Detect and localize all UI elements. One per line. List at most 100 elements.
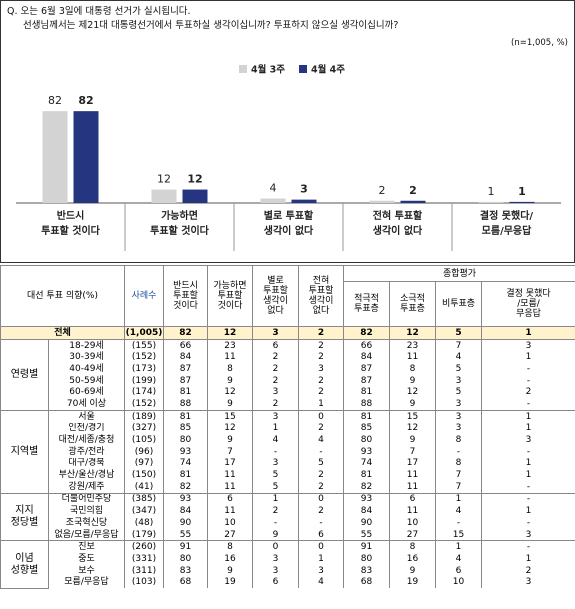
cell: 2 <box>481 386 575 399</box>
cell: 66 <box>343 338 391 352</box>
header: 대선 투표 의향(%) <box>0 265 126 327</box>
question: 선생님께서는 제21대 대통령선거에서 투표하실 생각이십니까? 투표하지 않으… <box>23 20 399 31</box>
cell: 9 <box>207 398 254 411</box>
cell: 3 <box>481 528 575 541</box>
row: 국민의힘 (347) 84 11 2 2 84 11 4 1 <box>1 505 575 517</box>
cell: 6 <box>389 492 437 506</box>
cell: 1 <box>481 409 575 423</box>
cell: 3 <box>435 409 483 423</box>
cell: 2 <box>298 351 345 364</box>
cell: 88 <box>343 398 391 411</box>
cell: 11 <box>207 505 254 517</box>
row-label: 중도 <box>47 553 126 565</box>
header: 전혀 투표할 생각이 없다 <box>298 265 345 327</box>
cell: - <box>481 540 575 554</box>
chart: 4월 3주 4월 4주 82 82 12 12 4 3 2 2 1 1 <box>16 64 561 251</box>
bar <box>182 189 208 203</box>
row-label: 더불어민주당 <box>47 492 126 506</box>
cell: 5 <box>298 457 345 470</box>
cell: 1 <box>435 540 483 554</box>
legend-label: 4월 3주 <box>251 64 285 76</box>
cell: 3 <box>481 338 575 352</box>
cell: 81 <box>163 409 209 423</box>
header: 반드시 투표할 것이다 <box>163 265 209 327</box>
cell: 4 <box>435 553 483 565</box>
cell: (385) <box>124 492 165 506</box>
cell: 81 <box>343 469 391 481</box>
row: 60-69세 (174) 81 12 3 2 81 12 5 2 <box>1 386 575 399</box>
cell: 1 <box>252 422 300 435</box>
bar-label: 12 <box>157 173 171 186</box>
row: 30-39세 (152) 84 11 2 2 84 11 4 1 <box>1 351 575 364</box>
row: 보수 (311) 83 9 3 3 83 9 6 2 <box>1 564 575 577</box>
cell: (155) <box>124 338 165 352</box>
cell: 9 <box>207 564 254 577</box>
cell: (199) <box>124 374 165 387</box>
cell: (311) <box>124 564 165 577</box>
cell: 2 <box>481 564 575 577</box>
bar-label: 82 <box>48 94 62 107</box>
cell: 12 <box>207 422 254 435</box>
row-label: 60-69세 <box>47 386 126 399</box>
cell: - <box>252 517 300 529</box>
table: 대선 투표 의향(%) 사례수 반드시 투표할 것이다 가능하면 투표할 것이다… <box>0 265 575 589</box>
row-label: 30-39세 <box>47 351 126 364</box>
cell: 3 <box>252 553 300 565</box>
cell: 17 <box>207 457 254 470</box>
cell: 7 <box>435 469 483 481</box>
cell: 16 <box>389 553 437 565</box>
cell: 8 <box>389 540 437 554</box>
cell: (174) <box>124 386 165 399</box>
cell: 68 <box>163 576 209 589</box>
cell: 2 <box>252 363 300 375</box>
cell: 8 <box>207 363 254 375</box>
cell: 1 <box>481 553 575 565</box>
cell: 11 <box>389 505 437 517</box>
cell: 5 <box>252 480 300 494</box>
cell: 2 <box>298 326 345 340</box>
category-label: 전혀 투표할 생각이 없다 <box>372 211 423 237</box>
cell: 2 <box>252 398 300 411</box>
cell: 2 <box>298 480 345 494</box>
cell: - <box>298 517 345 529</box>
cell: 1 <box>252 492 300 506</box>
cell: 83 <box>163 564 209 577</box>
cell: 8 <box>389 363 437 375</box>
cell: 84 <box>163 351 209 364</box>
cell: (179) <box>124 528 165 541</box>
cell: 9 <box>252 528 300 541</box>
cell: (96) <box>124 445 165 458</box>
total-row: 전체 (1,005) 82 12 3 2 82 12 5 1 <box>0 326 575 340</box>
cell: 3 <box>435 374 483 387</box>
bar <box>400 200 426 203</box>
cell: 5 <box>435 386 483 399</box>
cell: 85 <box>343 422 391 435</box>
cell: 2 <box>252 374 300 387</box>
cell: 12 <box>389 326 437 340</box>
cell: 80 <box>343 553 391 565</box>
cell: 87 <box>343 363 391 375</box>
cell: 88 <box>163 398 209 411</box>
cell: 11 <box>389 480 437 494</box>
cell: - <box>481 445 575 458</box>
cell: 2 <box>298 422 345 435</box>
header: 사례수 <box>124 265 165 327</box>
bar <box>73 111 99 203</box>
cell: 0 <box>298 540 345 554</box>
row: 이념 성향별 진보 (260) 91 8 0 0 91 8 1- <box>0 540 575 589</box>
cell: 10 <box>207 517 254 529</box>
cell: - <box>481 374 575 387</box>
cell: 2 <box>298 338 345 352</box>
cell: 3 <box>435 422 483 435</box>
header: 결정 못했다 /모름/ 무응답 <box>481 281 575 327</box>
cell: 1 <box>435 492 483 506</box>
cell: 3 <box>252 564 300 577</box>
cell: 19 <box>207 576 254 589</box>
row-label: 70세 이상 <box>47 398 126 411</box>
cell: 12 <box>389 422 437 435</box>
cell: 81 <box>163 469 209 481</box>
cell: 7 <box>435 480 483 494</box>
bar <box>291 199 317 203</box>
cell: 6 <box>252 338 300 352</box>
